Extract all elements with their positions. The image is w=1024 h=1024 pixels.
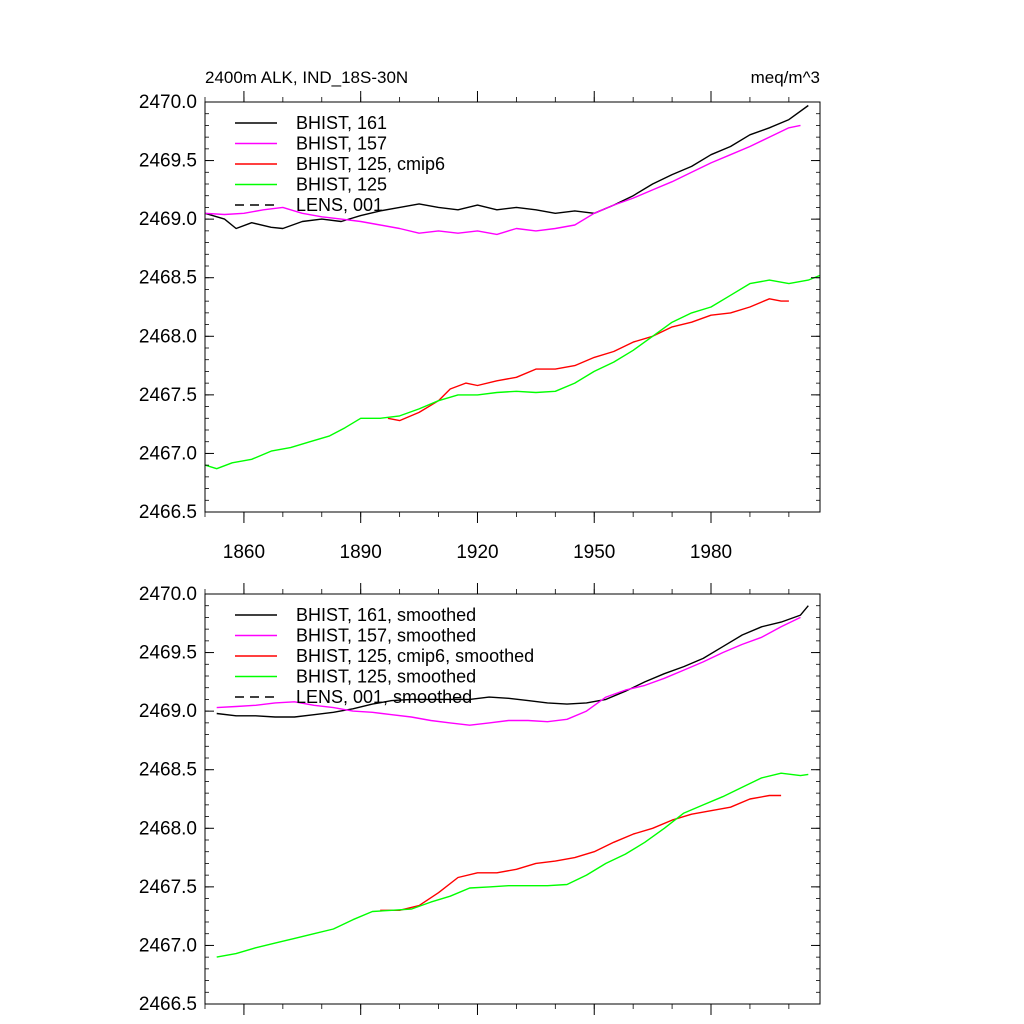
bottom-y-tick-label: 2468.5 [139,760,197,781]
top-y-tick-label: 2467.5 [139,385,197,406]
top-x-tick-label: 1950 [573,542,615,563]
bottom-series-line-1 [216,616,801,726]
top-legend-label-3: BHIST, 125 [296,175,387,195]
bottom-y-tick-label: 2466.5 [139,994,197,1015]
top-legend-label-4: LENS, 001 [296,195,383,215]
bottom-plot-frame [204,593,821,1005]
top-y-tick-label: 2467.0 [139,443,197,464]
top-y-tick-label: 2469.5 [139,151,197,172]
bottom-legend-label-1: BHIST, 157, smoothed [296,626,476,646]
top-y-tick-label: 2470.0 [139,92,197,113]
bottom-y-tick-label: 2469.5 [139,643,197,664]
top-series-layer [204,104,821,470]
top-plot-frame [204,101,821,513]
bottom-legend-label-0: BHIST, 161, smoothed [296,605,476,625]
bottom-series-line-3 [216,772,809,958]
top-panel-units: meq/m^3 [751,68,820,87]
bottom-panel: 2466.5 2467.0 2467.5 2468.0 2468.5 2469.0 2469… [139,583,821,1015]
bottom-y-tick-label: 2470.0 [139,584,197,605]
bottom-series-line-2 [380,794,782,911]
top-legend-label-1: BHIST, 157 [296,134,387,154]
bottom-y-tick-label: 2467.0 [139,935,197,956]
top-series-line-3 [204,274,821,470]
top-panel-title: 2400m ALK, IND_18S-30N [205,68,408,87]
bottom-legend-label-3: BHIST, 125, smoothed [296,667,476,687]
bottom-y-tick-label: 2467.5 [139,877,197,898]
bottom-axis-layer: 2466.5 2467.0 2467.5 2468.0 2468.5 2469.0 2469… [139,583,821,1015]
bottom-legend-label-2: BHIST, 125, cmip6, smoothed [296,646,534,666]
top-series-line-2 [387,298,789,422]
top-panel: 2400m ALK, IND_18S-30N meq/m^3 2466.5246… [139,68,821,563]
top-axis-layer: 2466.5 2467.0 2467.5 2468.0 2468.5 2469.0 2469… [139,91,821,563]
bottom-series-line-0 [216,605,809,718]
top-series-line-0 [204,104,809,230]
top-y-tick-label: 2466.5 [139,502,197,523]
bottom-y-tick-label: 2469.0 [139,701,197,722]
top-x-tick-label: 1890 [340,542,382,563]
top-y-tick-label: 2469.0 [139,209,197,230]
top-y-tick-label: 2468.0 [139,326,197,347]
top-x-tick-label: 1860 [223,542,265,563]
bottom-legend-label-4: LENS, 001, smoothed [296,687,472,707]
bottom-series-layer [216,605,809,958]
bottom-y-tick-label: 2468.0 [139,818,197,839]
top-legend-label-0: BHIST, 161 [296,113,387,133]
top-x-tick-label: 1920 [456,542,498,563]
top-series-line-1 [204,124,801,236]
top-y-tick-label: 2468.5 [139,268,197,289]
top-x-tick-label: 1980 [690,542,732,563]
top-legend-label-2: BHIST, 125, cmip6 [296,154,445,174]
